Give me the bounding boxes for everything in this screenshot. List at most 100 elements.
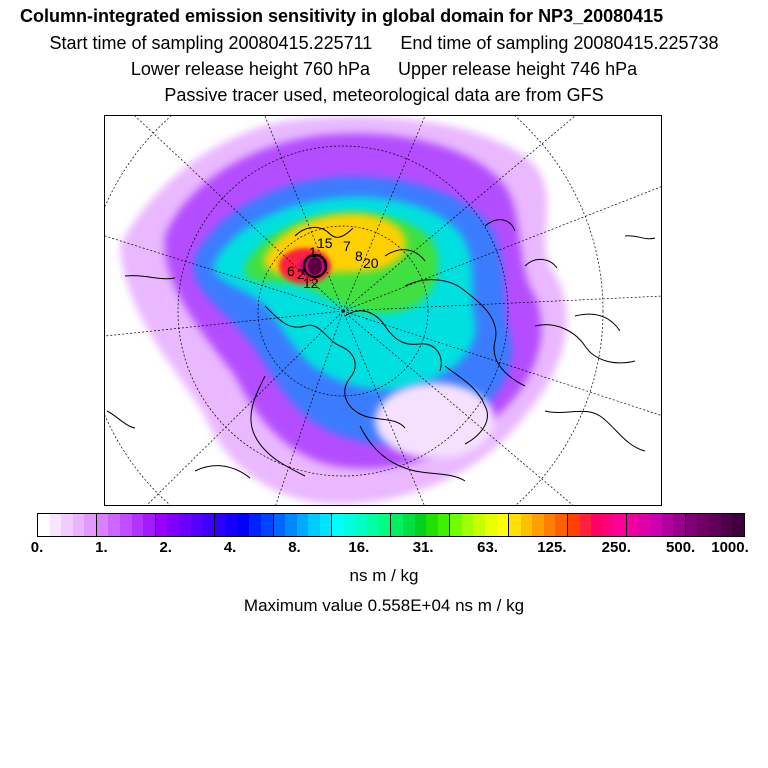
- colorbar-cell: [143, 514, 156, 536]
- colorbar-tick-label: 4.: [223, 539, 237, 556]
- sensitivity-map: 15 1 7 8 20 6 12 2: [105, 116, 661, 505]
- release-heights: Lower release height 760 hPa Upper releas…: [0, 59, 768, 80]
- cluster-labels: 15 1 7 8 20 6 12 2: [287, 235, 379, 291]
- colorbar-cell: [96, 514, 109, 536]
- upper-height-label: Upper release height 746 hPa: [398, 59, 638, 79]
- colorbar-tick-label: 250.: [601, 539, 631, 556]
- maximum-value-label: Maximum value 0.558E+04 ns m / kg: [243, 596, 525, 615]
- colorbar-cell: [344, 514, 356, 536]
- cluster-label-6: 6: [287, 263, 295, 279]
- colorbar-cell: [638, 514, 651, 536]
- cluster-label-5: 20: [363, 255, 379, 271]
- colorbar-cell: [72, 514, 85, 536]
- colorbar-cell: [38, 514, 50, 536]
- colorbar-cell: [414, 514, 427, 536]
- colorbar-cell: [685, 514, 698, 536]
- colorbar-cell: [532, 514, 544, 536]
- colorbar-cell: [543, 514, 556, 536]
- colorbar-cell: [226, 514, 238, 536]
- colorbar-cell: [426, 514, 438, 536]
- colorbar-cell: [190, 514, 203, 536]
- cluster-label-8: 2: [297, 266, 305, 282]
- colorbar-tick-label: 500.: [666, 539, 696, 556]
- colorbar-cell: [509, 514, 521, 536]
- cluster-label-1: 15: [317, 235, 333, 251]
- colorbar-cell: [378, 514, 392, 536]
- coastlines: [106, 219, 656, 482]
- colorbar-cell: [732, 514, 744, 536]
- colorbar-cell: [84, 514, 97, 536]
- colorbar-cell: [391, 514, 403, 536]
- colorbar-cell: [626, 514, 639, 536]
- colorbar-cell: [568, 514, 580, 536]
- colorbar-cell: [461, 514, 474, 536]
- colorbar-cell: [167, 514, 179, 536]
- colorbar-cell: [355, 514, 368, 536]
- tracer-info: Passive tracer used, meteorological data…: [164, 85, 604, 105]
- colorbar-cell: [260, 514, 274, 536]
- colorbar-tick-label: 1000.: [711, 539, 749, 556]
- map-title: Column-integrated emission sensitivity i…: [20, 6, 664, 26]
- colorbar: [37, 513, 745, 537]
- colorbar-cell: [496, 514, 510, 536]
- colorbar-tick-label: 63.: [477, 539, 498, 556]
- sampling-times: Start time of sampling 20080415.225711 En…: [0, 33, 768, 54]
- colorbar-cell: [319, 514, 333, 536]
- colorbar-tick-label: 125.: [537, 539, 567, 556]
- colorbar-cell: [520, 514, 533, 536]
- colorbar-cell: [402, 514, 415, 536]
- colorbar-cell: [697, 514, 709, 536]
- colorbar-cell: [202, 514, 215, 536]
- release-point-marker: [302, 253, 328, 279]
- colorbar-cell: [332, 514, 345, 536]
- colorbar-tick-label: 1.: [95, 539, 108, 556]
- colorbar-cell: [155, 514, 168, 536]
- colorbar-cell: [249, 514, 261, 536]
- colorbar-units: ns m / kg: [349, 566, 419, 585]
- colorbar-tick-label: 16.: [348, 539, 370, 556]
- colorbar-cell: [49, 514, 62, 536]
- colorbar-tick-labels: 0. 1. 2. 4. 8. 16. 31. 63. 125. 250. 500. 1000.: [0, 539, 768, 559]
- colorbar-tick-label: 8.: [288, 539, 301, 556]
- cluster-label-7: 12: [303, 275, 319, 291]
- colorbar-cell: [120, 514, 132, 536]
- meridian-lines: [105, 116, 661, 505]
- colorbar-cell: [591, 514, 603, 536]
- cluster-label-2: 1: [309, 244, 317, 260]
- lower-height-label: Lower release height 760 hPa: [130, 59, 370, 79]
- colorbar-cell: [108, 514, 121, 536]
- colorbar-cell: [237, 514, 250, 536]
- colorbar-tick-label: 31.: [412, 539, 434, 556]
- colorbar-cell: [720, 514, 733, 536]
- colorbar-cell: [308, 514, 320, 536]
- colorbar-cell: [579, 514, 592, 536]
- colorbar-cell: [273, 514, 286, 536]
- map-panel: 15 1 7 8 20 6 12 2: [104, 115, 662, 506]
- colorbar-cell: [673, 514, 686, 536]
- cluster-label-4: 8: [355, 248, 363, 264]
- colorbar-cell: [614, 514, 627, 536]
- colorbar-cell: [437, 514, 451, 536]
- colorbar-cell: [214, 514, 227, 536]
- colorbar-cell: [602, 514, 615, 536]
- colorbar-cell: [555, 514, 569, 536]
- colorbar-cell: [650, 514, 662, 536]
- cluster-label-3: 7: [343, 238, 351, 254]
- colorbar-cell: [178, 514, 191, 536]
- colorbar-cell: [708, 514, 721, 536]
- low-sensitivity-area: [375, 383, 495, 459]
- colorbar-cell: [450, 514, 462, 536]
- plume-hotspot-max: [308, 257, 322, 275]
- colorbar-cell: [484, 514, 497, 536]
- colorbar-cell: [473, 514, 485, 536]
- colorbar-cell: [131, 514, 144, 536]
- colorbar-tick-label: 0.: [30, 539, 44, 556]
- latitude-circles: [105, 116, 604, 505]
- colorbar-cell: [296, 514, 309, 536]
- end-time-label: End time of sampling 20080415.225738: [400, 33, 719, 53]
- colorbar-cell: [61, 514, 73, 536]
- colorbar-cell: [285, 514, 297, 536]
- colorbar-cell: [661, 514, 674, 536]
- start-time-label: Start time of sampling 20080415.225711: [49, 33, 373, 53]
- colorbar-cell: [367, 514, 379, 536]
